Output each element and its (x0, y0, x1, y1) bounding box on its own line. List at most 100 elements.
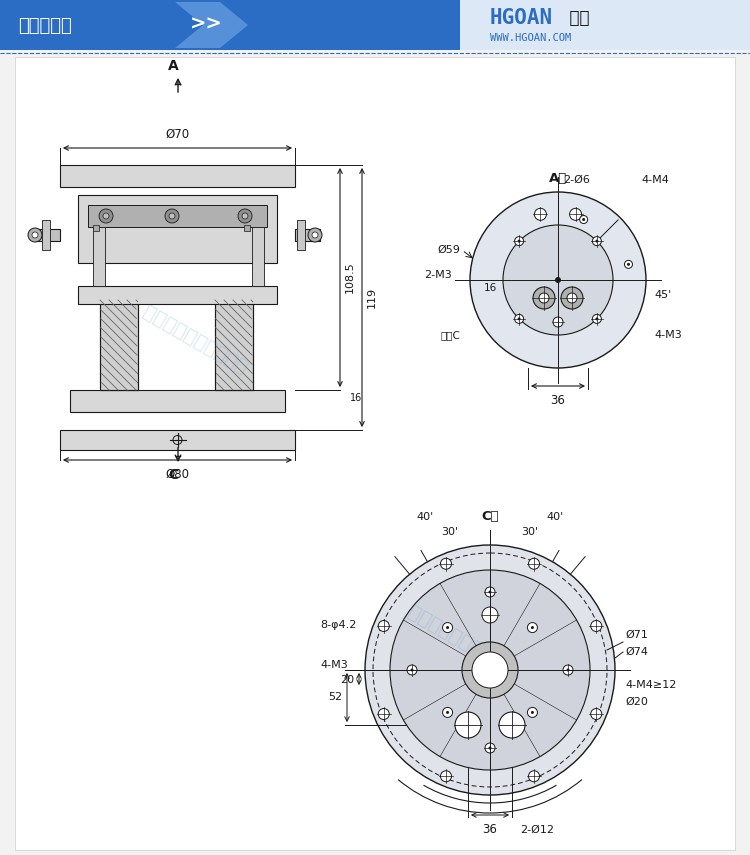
Circle shape (378, 709, 389, 720)
Text: 108.5: 108.5 (345, 262, 355, 293)
Bar (93, 225, 99, 231)
Circle shape (563, 665, 573, 675)
Bar (297, 220, 305, 250)
Circle shape (555, 277, 561, 283)
Circle shape (410, 669, 413, 671)
Circle shape (440, 558, 452, 569)
Bar (244, 225, 250, 231)
Circle shape (591, 709, 602, 720)
Circle shape (529, 558, 539, 569)
Circle shape (503, 225, 613, 335)
Circle shape (32, 232, 38, 238)
Circle shape (442, 622, 452, 633)
Text: Ø70: Ø70 (166, 128, 190, 141)
Circle shape (592, 315, 602, 323)
Circle shape (527, 707, 538, 717)
Circle shape (378, 621, 389, 632)
Text: 尺寸外形图: 尺寸外形图 (18, 17, 72, 35)
Text: 16: 16 (350, 393, 362, 403)
Bar (60, 165, 295, 187)
Circle shape (569, 209, 581, 221)
Text: 30': 30' (521, 527, 538, 537)
Bar (93, 227, 105, 286)
Text: 4-M3: 4-M3 (320, 660, 348, 670)
Text: >>: >> (190, 15, 223, 33)
Text: Ø80: Ø80 (166, 468, 190, 481)
Polygon shape (175, 2, 248, 48)
Text: 北京衡工件器有限公司: 北京衡工件器有限公司 (404, 603, 516, 678)
Circle shape (527, 622, 538, 633)
Text: 4-M4: 4-M4 (641, 175, 669, 185)
Bar (60, 430, 295, 450)
Bar (78, 195, 277, 263)
Text: 40': 40' (416, 512, 434, 522)
Bar (460, 0, 750, 50)
Circle shape (518, 239, 520, 243)
Circle shape (561, 287, 583, 309)
Circle shape (407, 665, 417, 675)
Circle shape (566, 669, 569, 671)
Circle shape (485, 743, 495, 753)
Text: 衡工: 衡工 (558, 9, 590, 27)
Circle shape (529, 770, 539, 781)
Circle shape (535, 209, 547, 221)
Text: 30': 30' (442, 527, 458, 537)
Bar (215, 300, 253, 390)
Circle shape (518, 317, 520, 321)
Text: Ø20: Ø20 (625, 697, 648, 707)
Circle shape (242, 213, 248, 219)
Circle shape (365, 545, 615, 795)
Bar (295, 229, 320, 241)
Text: A: A (168, 59, 178, 73)
Circle shape (462, 642, 518, 698)
Circle shape (169, 213, 175, 219)
Circle shape (390, 570, 590, 770)
Circle shape (470, 192, 646, 368)
Circle shape (482, 607, 498, 623)
Text: A向: A向 (549, 172, 567, 185)
Bar (70, 390, 285, 412)
Bar (88, 205, 267, 227)
Text: WWW.HGOAN.COM: WWW.HGOAN.COM (490, 33, 572, 43)
Circle shape (499, 712, 525, 738)
Circle shape (455, 712, 481, 738)
Bar (215, 300, 253, 390)
Circle shape (442, 707, 452, 717)
Bar (100, 300, 138, 390)
Circle shape (533, 287, 555, 309)
Circle shape (531, 626, 534, 629)
Circle shape (592, 237, 602, 245)
Bar (78, 286, 277, 304)
Circle shape (28, 228, 42, 242)
Text: Ø74: Ø74 (625, 647, 648, 657)
Bar (252, 227, 264, 286)
Text: 4-M3: 4-M3 (654, 330, 682, 340)
Bar (0, 0, 750, 50)
Text: C向: C向 (482, 510, 499, 523)
Text: 45': 45' (654, 290, 671, 300)
Circle shape (99, 209, 113, 223)
Text: 北京衡工件器有限公司: 北京衡工件器有限公司 (140, 303, 250, 378)
Circle shape (485, 587, 495, 597)
Circle shape (596, 317, 598, 321)
Text: 8-φ4.2: 8-φ4.2 (320, 620, 356, 630)
Bar (100, 300, 138, 390)
Circle shape (446, 626, 449, 629)
Bar (35, 229, 60, 241)
Text: 16: 16 (483, 283, 496, 293)
Circle shape (596, 239, 598, 243)
Text: Ø71: Ø71 (625, 630, 648, 640)
Text: 4-M4≥12: 4-M4≥12 (625, 680, 676, 690)
Text: HGOAN: HGOAN (490, 8, 553, 28)
Circle shape (103, 213, 109, 219)
Circle shape (625, 261, 632, 268)
Text: 2-Ø12: 2-Ø12 (520, 825, 554, 835)
Circle shape (312, 232, 318, 238)
Text: Ø59: Ø59 (437, 245, 460, 255)
Text: 36: 36 (550, 394, 566, 407)
Circle shape (514, 237, 523, 245)
Circle shape (539, 293, 549, 303)
Text: 2-Ø6: 2-Ø6 (563, 175, 590, 185)
Circle shape (580, 215, 588, 223)
Circle shape (308, 228, 322, 242)
